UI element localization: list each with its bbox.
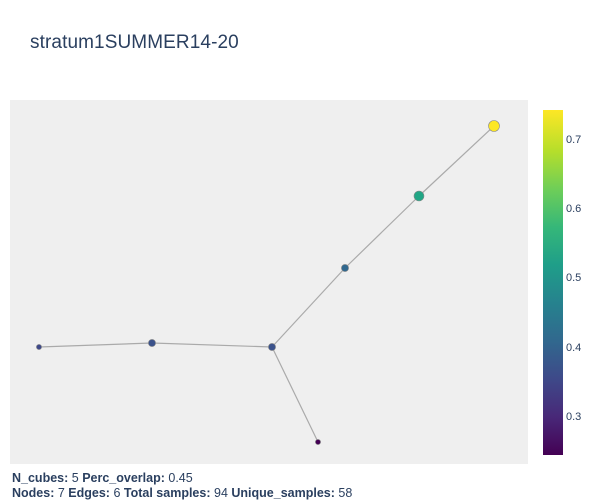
stat-label: Unique_samples: (231, 486, 335, 500)
stat-value: 94 (214, 486, 228, 500)
stat-value: 7 (57, 486, 65, 500)
graph-node[interactable] (36, 344, 42, 350)
colorbar (543, 110, 563, 455)
graph-edge (271, 346, 319, 443)
colorbar-tick: 0.4 (566, 342, 582, 354)
graph-node[interactable] (413, 190, 425, 202)
edge-layer (38, 125, 495, 443)
graph-node[interactable] (268, 343, 276, 351)
graph-edge (344, 195, 420, 269)
plot-area (10, 100, 528, 464)
stat-value: 6 (113, 486, 121, 500)
graph-edge (151, 342, 273, 348)
stat-label: Perc_overlap: (82, 471, 165, 485)
colorbar-tick: 0.7 (566, 134, 582, 146)
graph-edge (271, 267, 346, 348)
graph-edge (418, 125, 495, 197)
stat-label: Total samples: (123, 486, 211, 500)
stat-label: Nodes: (12, 486, 55, 500)
stat-value: 0.45 (168, 471, 193, 485)
graph-edge (38, 342, 153, 348)
stat-label: N_cubes: (12, 471, 69, 485)
stat-value: 5 (71, 471, 79, 485)
graph-node[interactable] (315, 439, 321, 445)
colorbar-tick: 0.5 (566, 272, 582, 284)
graph-node[interactable] (341, 264, 349, 272)
stat-value: 58 (338, 486, 353, 500)
graph-node[interactable] (148, 339, 156, 347)
footer-line-1: N_cubes: 5 Perc_overlap: 0.45 (12, 471, 193, 485)
footer-line-2: Nodes: 7 Edges: 6 Total samples: 94 Uniq… (12, 486, 352, 500)
node-layer (36, 120, 500, 445)
colorbar-tick: 0.3 (566, 411, 582, 423)
colorbar-tick: 0.6 (566, 203, 582, 215)
stat-label: Edges: (68, 486, 110, 500)
chart-title: stratum1SUMMER14-20 (30, 32, 239, 53)
graph-node[interactable] (488, 120, 500, 132)
